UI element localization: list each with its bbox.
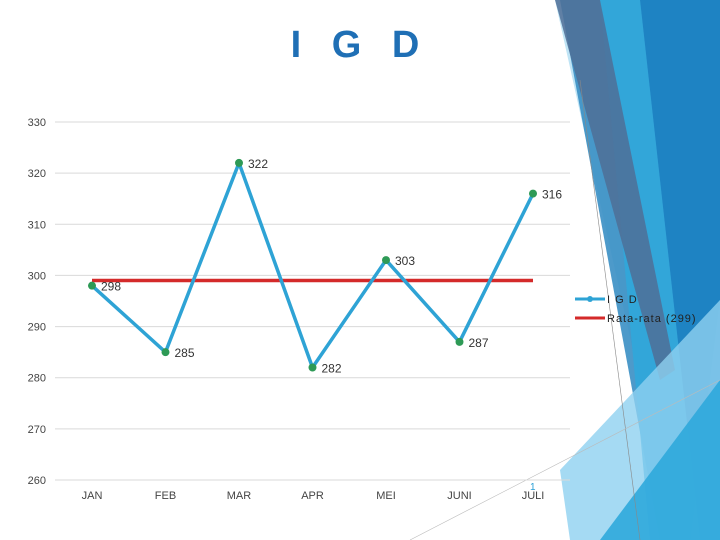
y-tick-label: 260 [28,475,46,487]
data-label: 316 [542,188,562,202]
y-tick-label: 310 [28,219,46,231]
data-label: 285 [175,346,195,360]
x-axis: JAN FEB MAR APR MEI JUNI JULI [82,490,545,502]
data-label: 282 [322,361,342,375]
legend-average-label: Rata-rata (299) [607,313,697,325]
data-point [88,281,96,290]
data-point [308,363,317,372]
grid-lines [55,121,570,481]
x-tick-label: APR [301,490,324,502]
y-tick-label: 330 [28,117,46,129]
x-tick-label: JAN [82,490,103,502]
y-tick-label: 270 [28,424,46,436]
legend-igd-label: I G D [607,294,638,306]
x-tick-label: JUNI [447,490,471,502]
y-tick-label: 320 [28,168,46,180]
data-label: 287 [469,336,489,350]
igd-series: 298 285 322 282 303 287 316 [88,157,562,375]
data-point [235,158,243,167]
x-tick-label: MEI [376,490,396,502]
y-axis: 260 270 280 290 300 310 320 330 [28,117,46,487]
data-label: 298 [101,280,121,294]
slide-number: 1 [530,482,536,493]
data-label: 303 [395,254,415,268]
data-point [161,348,170,357]
y-tick-label: 280 [28,373,46,385]
x-tick-label: JULI [522,490,545,502]
data-point [382,256,390,265]
y-tick-label: 300 [28,270,46,282]
x-tick-label: FEB [155,490,176,502]
chart-title: I G D [290,24,430,66]
data-point [455,337,464,346]
igd-line [90,161,535,370]
x-tick-label: MAR [227,490,252,502]
data-point [529,189,537,198]
legend-igd-marker [587,296,593,302]
data-label: 322 [248,157,268,171]
y-tick-label: 290 [28,322,46,334]
legend: I G D Rata-rata (299) [575,294,697,325]
